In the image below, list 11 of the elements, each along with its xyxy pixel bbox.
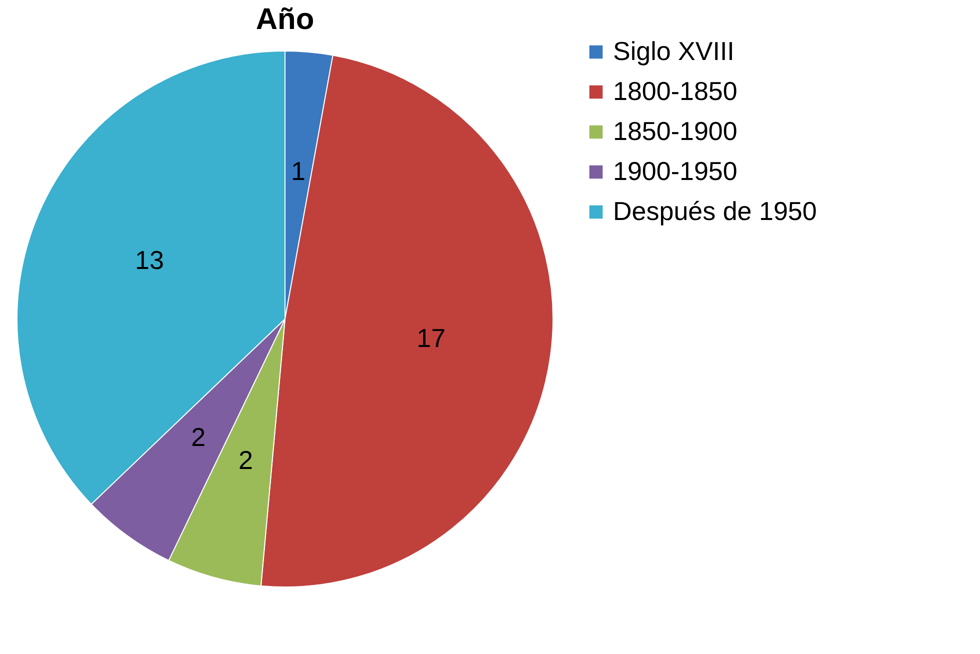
legend-label: 1800-1850 (613, 76, 738, 106)
data-label: 13 (135, 245, 164, 276)
legend-label: 1850-1900 (613, 116, 738, 146)
legend-label: Siglo XVIII (613, 36, 734, 66)
data-label: 1 (290, 156, 306, 186)
chart-title: Año (256, 3, 314, 36)
data-label: 17 (416, 322, 446, 353)
legend-label: Después de 1950 (613, 196, 817, 226)
data-label: 2 (191, 422, 206, 452)
data-label: 2 (238, 445, 254, 476)
legend-label: 1900-1950 (613, 156, 738, 186)
